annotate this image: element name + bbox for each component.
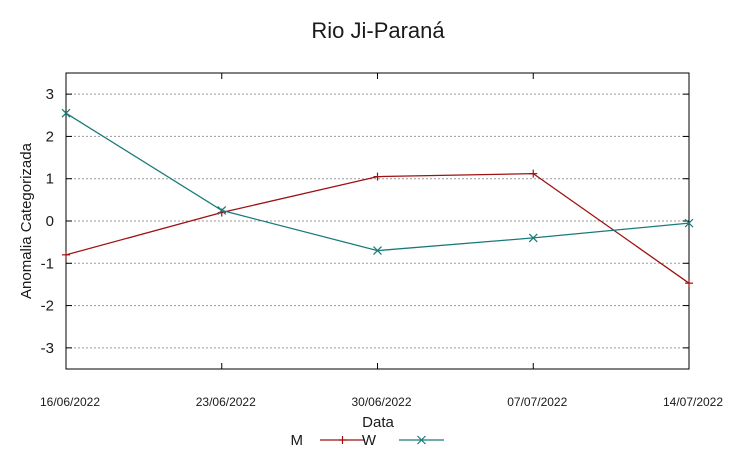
legend-marker xyxy=(338,436,347,444)
x-axis-label: Data xyxy=(362,414,394,431)
x-tick-label: 14/07/2022 xyxy=(663,395,723,409)
legend-label: W xyxy=(362,432,377,449)
x-tick-label: 07/07/2022 xyxy=(507,395,567,409)
series-W-point xyxy=(684,218,694,228)
series-W-point xyxy=(61,108,71,118)
series-M-point xyxy=(62,250,70,259)
y-tick-label: 1 xyxy=(46,171,54,188)
series-M-point xyxy=(529,169,538,178)
grid-lines xyxy=(66,93,689,349)
y-axis-ticks: -3 -2 -1 0 1 2 3 xyxy=(41,86,689,357)
series-lines xyxy=(61,108,694,288)
series-M-point xyxy=(685,279,693,288)
series-W-point xyxy=(528,233,538,243)
legend-label: M xyxy=(291,432,304,449)
series-M-line xyxy=(65,172,690,284)
x-tick-label: 16/06/2022 xyxy=(40,395,100,409)
y-axis-label: Anomalia Categorizada xyxy=(18,142,35,299)
x-tick-label: 23/06/2022 xyxy=(196,395,256,409)
legend-marker xyxy=(417,435,426,445)
x-axis-ticks: 16/06/2022 23/06/2022 30/06/2022 07/07/2022… xyxy=(40,73,723,409)
y-tick-label: -3 xyxy=(41,340,54,357)
x-tick-label: 30/06/2022 xyxy=(351,395,411,409)
series-W-point xyxy=(217,206,227,215)
y-tick-label: 2 xyxy=(46,128,54,145)
y-tick-label: 0 xyxy=(46,213,54,230)
y-tick-label: -1 xyxy=(41,255,54,272)
chart-title: Rio Ji-Paraná xyxy=(311,18,445,43)
series-W-point xyxy=(373,246,382,256)
y-tick-label: -2 xyxy=(41,298,54,315)
series-M-point xyxy=(373,172,382,181)
y-tick-label: 3 xyxy=(46,86,54,103)
